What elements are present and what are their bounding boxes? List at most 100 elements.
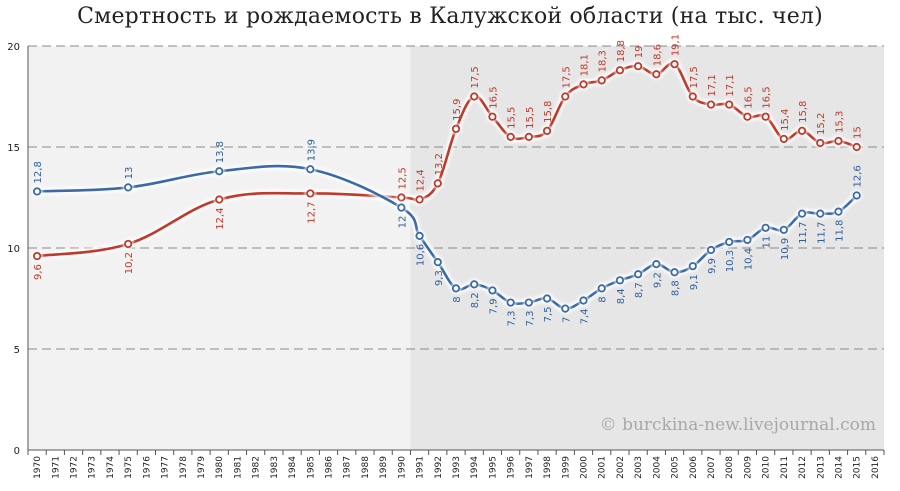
data-point — [451, 284, 461, 293]
y-tick-label: 5 — [14, 345, 20, 356]
data-point — [524, 132, 533, 141]
data-label: 10,3 — [725, 250, 736, 272]
data-point — [451, 124, 461, 133]
x-tick-label: 2012 — [798, 456, 808, 479]
data-label: 17,1 — [725, 74, 736, 96]
x-tick-label: 1990 — [397, 456, 407, 479]
data-label: 15,9 — [452, 99, 463, 121]
x-tick-label: 1987 — [343, 456, 353, 479]
data-label: 13 — [124, 167, 135, 180]
x-tick-label: 1998 — [543, 456, 553, 479]
data-point — [725, 237, 734, 247]
data-label: 17,1 — [707, 74, 718, 96]
data-label: 15,5 — [507, 107, 518, 129]
data-label: 7,4 — [579, 309, 590, 325]
data-point — [524, 298, 533, 307]
data-point — [397, 193, 406, 202]
data-point — [761, 112, 770, 121]
y-tick-label: 20 — [7, 42, 20, 53]
data-point — [797, 209, 807, 218]
x-tick-label: 1971 — [51, 456, 61, 479]
x-tick-label: 1977 — [161, 456, 171, 479]
data-point — [743, 235, 752, 245]
x-tick-label: 2001 — [598, 456, 608, 479]
data-label: 13,9 — [306, 139, 317, 161]
x-tick-label: 1997 — [525, 456, 535, 479]
x-tick-label: 1978 — [179, 456, 189, 479]
data-label: 19,1 — [671, 34, 682, 56]
data-label: 18,6 — [652, 44, 663, 66]
data-point — [615, 66, 625, 75]
data-point — [706, 245, 716, 255]
data-point — [670, 268, 679, 277]
data-label: 10,4 — [743, 248, 754, 270]
data-label: 17,5 — [561, 66, 572, 88]
data-point — [634, 270, 643, 279]
data-point — [415, 231, 424, 240]
data-label: 15,2 — [816, 113, 827, 135]
x-tick-label: 1984 — [288, 456, 298, 479]
x-tick-label: 1992 — [434, 456, 444, 479]
data-point — [834, 136, 843, 146]
data-point — [433, 258, 442, 267]
x-tick-label: 1983 — [270, 456, 280, 479]
data-label: 11,7 — [816, 222, 827, 244]
x-tick-label: 1993 — [452, 456, 462, 479]
data-label: 12,7 — [306, 201, 317, 223]
data-point — [124, 239, 133, 249]
x-tick-label: 1974 — [106, 456, 116, 479]
data-label: 18,1 — [579, 54, 590, 76]
data-point — [597, 284, 606, 293]
x-tick-label: 1988 — [361, 456, 371, 479]
data-label: 9,9 — [707, 258, 718, 274]
data-label: 11,8 — [834, 220, 845, 242]
data-label: 16,5 — [743, 86, 754, 108]
data-point — [415, 195, 424, 204]
data-point — [488, 112, 497, 121]
data-point — [306, 165, 315, 174]
y-tick-label: 10 — [7, 244, 20, 255]
data-label: 9,3 — [434, 270, 445, 286]
x-tick-label: 2015 — [853, 456, 863, 479]
x-tick-label: 2016 — [871, 456, 881, 479]
y-tick-label: 15 — [7, 143, 20, 154]
data-point — [470, 280, 479, 289]
data-point — [470, 92, 479, 101]
data-point — [725, 100, 734, 109]
data-point — [506, 298, 515, 307]
data-point — [743, 112, 752, 121]
data-point — [542, 126, 552, 135]
x-tick-label: 1972 — [70, 456, 80, 479]
data-point — [506, 132, 515, 141]
x-tick-label: 2007 — [707, 456, 717, 479]
data-point — [634, 62, 643, 71]
x-tick-label: 2009 — [743, 456, 753, 479]
data-label: 8,4 — [616, 288, 627, 304]
data-point — [779, 225, 788, 234]
x-tick-label: 2000 — [579, 456, 589, 479]
data-point — [561, 304, 570, 313]
data-point — [670, 60, 679, 69]
data-label: 10,2 — [124, 252, 135, 274]
y-tick-label: 0 — [14, 446, 20, 457]
x-tick-label: 1976 — [142, 456, 152, 479]
x-tick-label: 1989 — [379, 456, 389, 479]
data-label: 7,3 — [507, 311, 518, 327]
data-label: 9,2 — [652, 272, 663, 288]
data-point — [542, 294, 552, 303]
data-point — [561, 92, 570, 101]
data-point — [852, 142, 861, 152]
data-label: 15,5 — [525, 107, 536, 129]
x-tick-label: 1999 — [561, 456, 571, 479]
data-label: 12 — [397, 216, 408, 229]
data-label: 18,8 — [616, 40, 627, 62]
x-tick-label: 2010 — [762, 456, 772, 479]
data-point — [816, 209, 825, 218]
data-point — [779, 134, 788, 144]
data-label: 15,4 — [780, 109, 791, 131]
data-point — [433, 179, 442, 188]
x-tick-label: 1994 — [470, 456, 480, 479]
x-tick-label: 1970 — [33, 456, 43, 479]
data-point — [816, 138, 825, 148]
